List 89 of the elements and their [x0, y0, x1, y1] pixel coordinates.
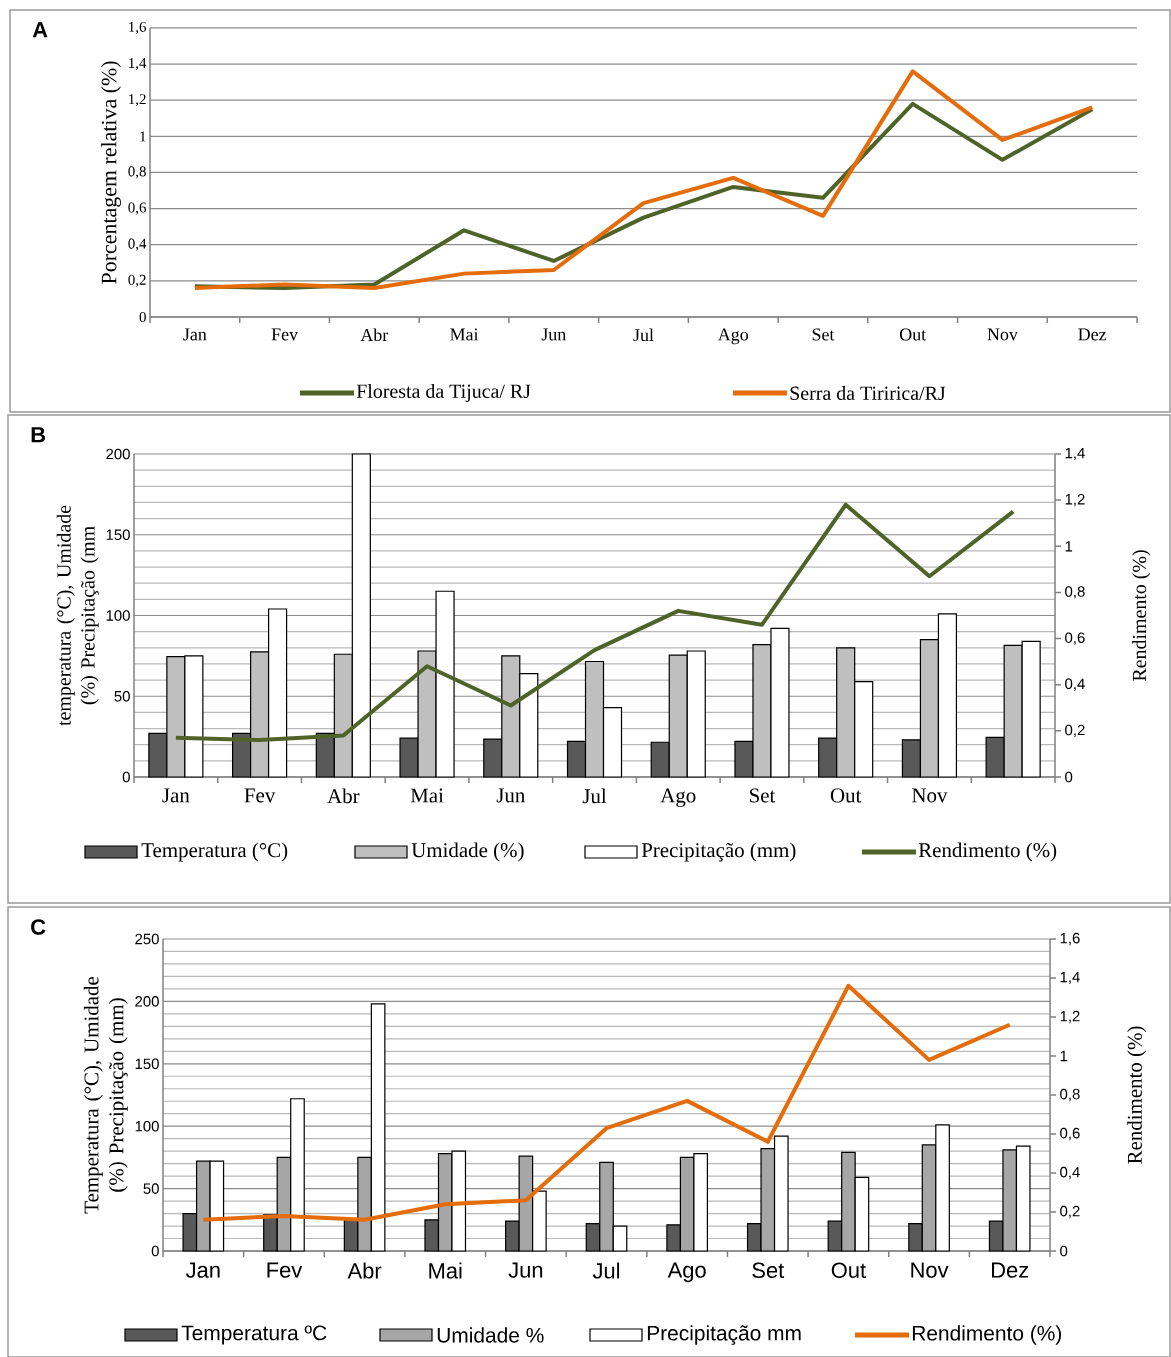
y-tick-label: 0,8 — [128, 166, 146, 179]
y-tick-label: 0 — [139, 311, 146, 323]
x-tick-label: Abr — [360, 328, 389, 342]
x-tick-label: Jan — [186, 1262, 220, 1278]
x-tick-label: Nov — [987, 328, 1018, 341]
y2-tick-label: 0,4 — [1060, 1166, 1080, 1180]
y-tick-label: 0,4 — [128, 238, 147, 251]
x-tick-label: Set — [752, 1262, 785, 1279]
y2-tick-label: 0,8 — [1065, 586, 1085, 599]
y-tick-label: 1,6 — [129, 21, 147, 35]
x-tick-label: Jan — [162, 788, 190, 803]
y-tick-label: 50 — [114, 690, 130, 702]
y-tick-label: 200 — [135, 996, 159, 1007]
x-tick-label: Dez — [1078, 328, 1107, 341]
x-tick-label: Mai — [429, 1262, 462, 1279]
y2-tick-label: 0 — [1065, 771, 1073, 783]
x-tick-label: Out — [831, 1262, 866, 1279]
line-series — [173, 502, 1016, 743]
x-tick-label: Jun — [496, 788, 525, 803]
x-tick-label: Jun — [508, 1262, 543, 1278]
legend-label: Temperatura ºC — [181, 1325, 327, 1345]
y-tick-label: 1 — [140, 131, 146, 142]
legend-label: Floresta da Tijuca/ RJ — [356, 383, 531, 403]
legend-label: Umidade % — [437, 1327, 544, 1343]
x-tick-label: Fev — [271, 328, 299, 341]
x-tick-label: Jul — [582, 788, 607, 804]
y-tick-label: 150 — [135, 1058, 159, 1070]
y-tick-label: 200 — [106, 448, 130, 460]
y-tick-label: 1,2 — [129, 94, 146, 107]
x-tick-label: Mai — [410, 788, 444, 803]
y-tick-label: 0,6 — [128, 202, 147, 215]
x-tick-label: Set — [812, 328, 835, 341]
y2-tick-label: 1,4 — [1060, 971, 1080, 985]
legend-label: Umidade (%) — [411, 842, 524, 862]
legend-label: Temperatura (°C) — [141, 842, 288, 862]
y-tick-label: 0 — [122, 771, 130, 783]
y2-tick-label: 1,2 — [1065, 493, 1085, 507]
legend-label: Rendimento (%) — [912, 1325, 1062, 1345]
y2-tick-label: 0,4 — [1065, 678, 1085, 691]
x-tick-label: Nov — [911, 1262, 949, 1278]
y2-axis-title: Rendimento (%) — [1127, 1026, 1147, 1164]
y-tick-label: 0,2 — [128, 274, 146, 287]
x-tick-label: Set — [750, 788, 776, 803]
y-tick-label: 250 — [135, 933, 159, 945]
x-tick-label: Fev — [244, 788, 276, 803]
y-tick-label: 0 — [151, 1245, 159, 1257]
x-tick-label: Out — [830, 788, 862, 803]
y2-tick-label: 0,2 — [1060, 1205, 1080, 1219]
y2-tick-label: 1 — [1060, 1050, 1068, 1062]
legend-label: Precipitação mm — [647, 1325, 801, 1345]
chart-title: B — [31, 427, 46, 443]
y2-tick-label: 1 — [1065, 541, 1073, 552]
y2-axis-title: Rendimento (%) — [1132, 550, 1151, 682]
y-tick-label: 150 — [106, 529, 130, 541]
y-axis-title: Temperatura (°C), Umidade (%) Precipitação (mm) — [83, 976, 128, 1214]
x-tick-label: Jan — [183, 328, 207, 341]
y2-tick-label: 0,8 — [1060, 1088, 1080, 1102]
x-tick-label: Jul — [633, 328, 654, 342]
x-tick-label: Ago — [660, 788, 696, 807]
x-tick-label: Fev — [267, 1262, 303, 1278]
y-tick-label: 100 — [106, 610, 130, 621]
y2-tick-label: 0,6 — [1065, 632, 1085, 645]
x-tick-label: Ago — [667, 1262, 706, 1283]
x-tick-label: Nov — [912, 788, 948, 803]
x-tick-label: Ago — [717, 328, 748, 345]
y-axis-title: temperatura (°C), Umidade (%) Precipitação (mm — [56, 505, 99, 726]
chart-title: C — [31, 919, 46, 935]
legend-label: Rendimento (%) — [918, 842, 1057, 862]
legend-label: Precipitação (mm) — [641, 842, 796, 862]
x-tick-label: Dez — [992, 1262, 1029, 1278]
y2-tick-label: 0,6 — [1060, 1127, 1080, 1141]
x-tick-label: Out — [899, 328, 927, 341]
y2-tick-label: 1,2 — [1060, 1010, 1080, 1024]
y2-tick-label: 1,6 — [1060, 932, 1080, 946]
x-tick-label: Abr — [327, 788, 360, 804]
x-tick-label: Jun — [541, 328, 566, 341]
x-tick-label: Jul — [592, 1262, 620, 1279]
y-tick-label: 50 — [143, 1183, 159, 1194]
x-tick-label: Mai — [450, 328, 479, 341]
y2-tick-label: 0 — [1060, 1245, 1068, 1257]
x-tick-label: Abr — [347, 1262, 382, 1279]
legend-label: Serra da Tiririca/RJ — [790, 385, 946, 400]
line-series — [201, 983, 1012, 1222]
y-tick-label: 100 — [135, 1120, 159, 1132]
y-tick-label: 1,4 — [129, 58, 147, 71]
y2-tick-label: 1,4 — [1065, 447, 1085, 461]
chart-title: A — [32, 22, 48, 38]
y-axis-title: Porcentagem relativa (%) — [101, 61, 121, 284]
y2-tick-label: 0,2 — [1065, 724, 1085, 738]
